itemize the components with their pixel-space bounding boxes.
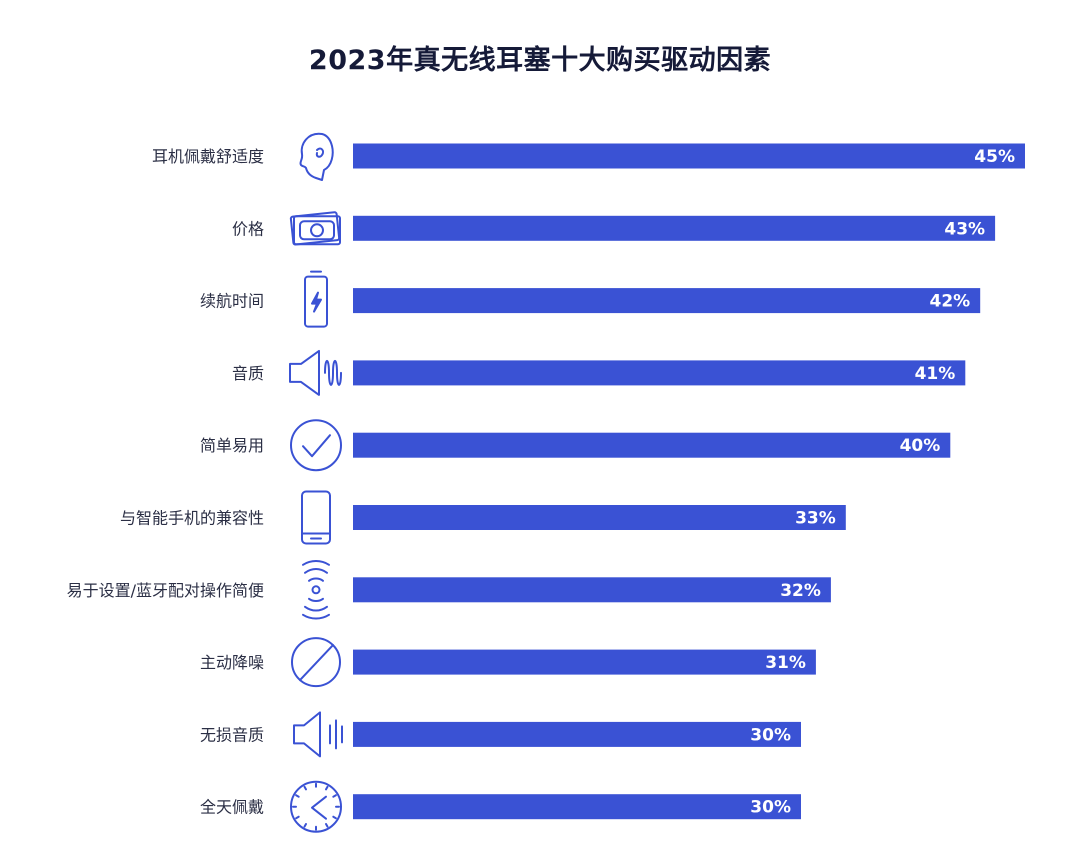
category-label: 无损音质 (200, 725, 264, 744)
value-label: 42% (929, 292, 970, 312)
noise-cancel-slash-icon (291, 637, 341, 688)
bar-row: 音质 41% (232, 349, 966, 396)
category-label: 全天佩戴 (200, 798, 264, 817)
value-label: 33% (795, 509, 836, 529)
category-label: 简单易用 (200, 436, 264, 455)
smartphone-icon (301, 490, 331, 545)
category-label: 易于设置/蓝牙配对操作简便 (67, 581, 264, 600)
clock-icon (290, 780, 342, 833)
bar-row: 价格 43% (232, 211, 996, 246)
category-label: 续航时间 (200, 292, 264, 311)
bar (353, 721, 801, 747)
bar (353, 649, 816, 675)
bar (353, 215, 996, 241)
value-label: 32% (780, 581, 821, 601)
bar (353, 432, 951, 458)
bar-row: 全天佩戴 30% (200, 780, 801, 833)
check-circle-icon (290, 419, 342, 472)
speaker-lossless-icon (293, 711, 343, 758)
wireless-signal-icon (302, 560, 330, 620)
bar-row: 耳机佩戴舒适度 45% (152, 132, 1025, 181)
value-label: 43% (944, 219, 985, 239)
money-bill-icon (289, 211, 341, 246)
bar-row: 主动降噪 31% (200, 637, 816, 688)
bar (353, 360, 966, 386)
value-label: 30% (750, 725, 791, 745)
speaker-sound-wave-icon (289, 349, 342, 396)
bar-row: 简单易用 40% (200, 419, 951, 472)
bar-row: 无损音质 30% (200, 711, 801, 758)
category-label: 主动降噪 (200, 653, 264, 672)
value-label: 30% (750, 798, 791, 818)
bar (353, 505, 846, 530)
bar (353, 577, 831, 603)
value-label: 31% (765, 653, 806, 673)
bar (353, 143, 1025, 169)
bar-row: 与智能手机的兼容性 33% (120, 490, 846, 545)
bar (353, 288, 981, 314)
category-label: 音质 (232, 364, 264, 383)
category-label: 耳机佩戴舒适度 (152, 147, 264, 166)
category-label: 与智能手机的兼容性 (120, 509, 264, 528)
bars-layer: 耳机佩戴舒适度 45% 价格 43% 续航时间 42% 音质 41% 简单易用 40% 与智能手机的… (67, 132, 1025, 833)
bar (353, 794, 801, 820)
bar-row: 易于设置/蓝牙配对操作简便 32% (67, 560, 831, 620)
category-label: 价格 (232, 219, 264, 238)
value-label: 41% (915, 364, 956, 384)
value-label: 40% (900, 436, 941, 456)
value-label: 45% (974, 147, 1015, 167)
battery-charging-icon (304, 270, 328, 328)
bar-row: 续航时间 42% (200, 270, 981, 328)
head-profile-icon (299, 132, 334, 181)
chart-title: 2023年真无线耳塞十大购买驱动因素 (308, 45, 772, 76)
